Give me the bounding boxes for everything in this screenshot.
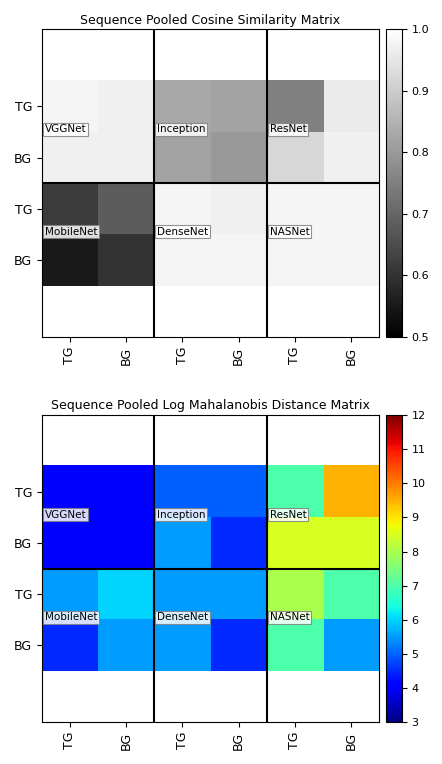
Text: VGGNet: VGGNet [45,125,86,134]
Text: DenseNet: DenseNet [157,227,208,237]
Title: Sequence Pooled Cosine Similarity Matrix: Sequence Pooled Cosine Similarity Matrix [80,14,340,27]
Text: Inception: Inception [157,510,206,520]
Text: ResNet: ResNet [270,510,306,520]
Text: NASNet: NASNet [270,612,309,622]
Text: Inception: Inception [157,125,206,134]
Text: VGGNet: VGGNet [45,510,86,520]
Title: Sequence Pooled Log Mahalanobis Distance Matrix: Sequence Pooled Log Mahalanobis Distance… [51,400,370,413]
Text: DenseNet: DenseNet [157,612,208,622]
Text: ResNet: ResNet [270,125,306,134]
Text: MobileNet: MobileNet [45,227,97,237]
Text: NASNet: NASNet [270,227,309,237]
Text: MobileNet: MobileNet [45,612,97,622]
